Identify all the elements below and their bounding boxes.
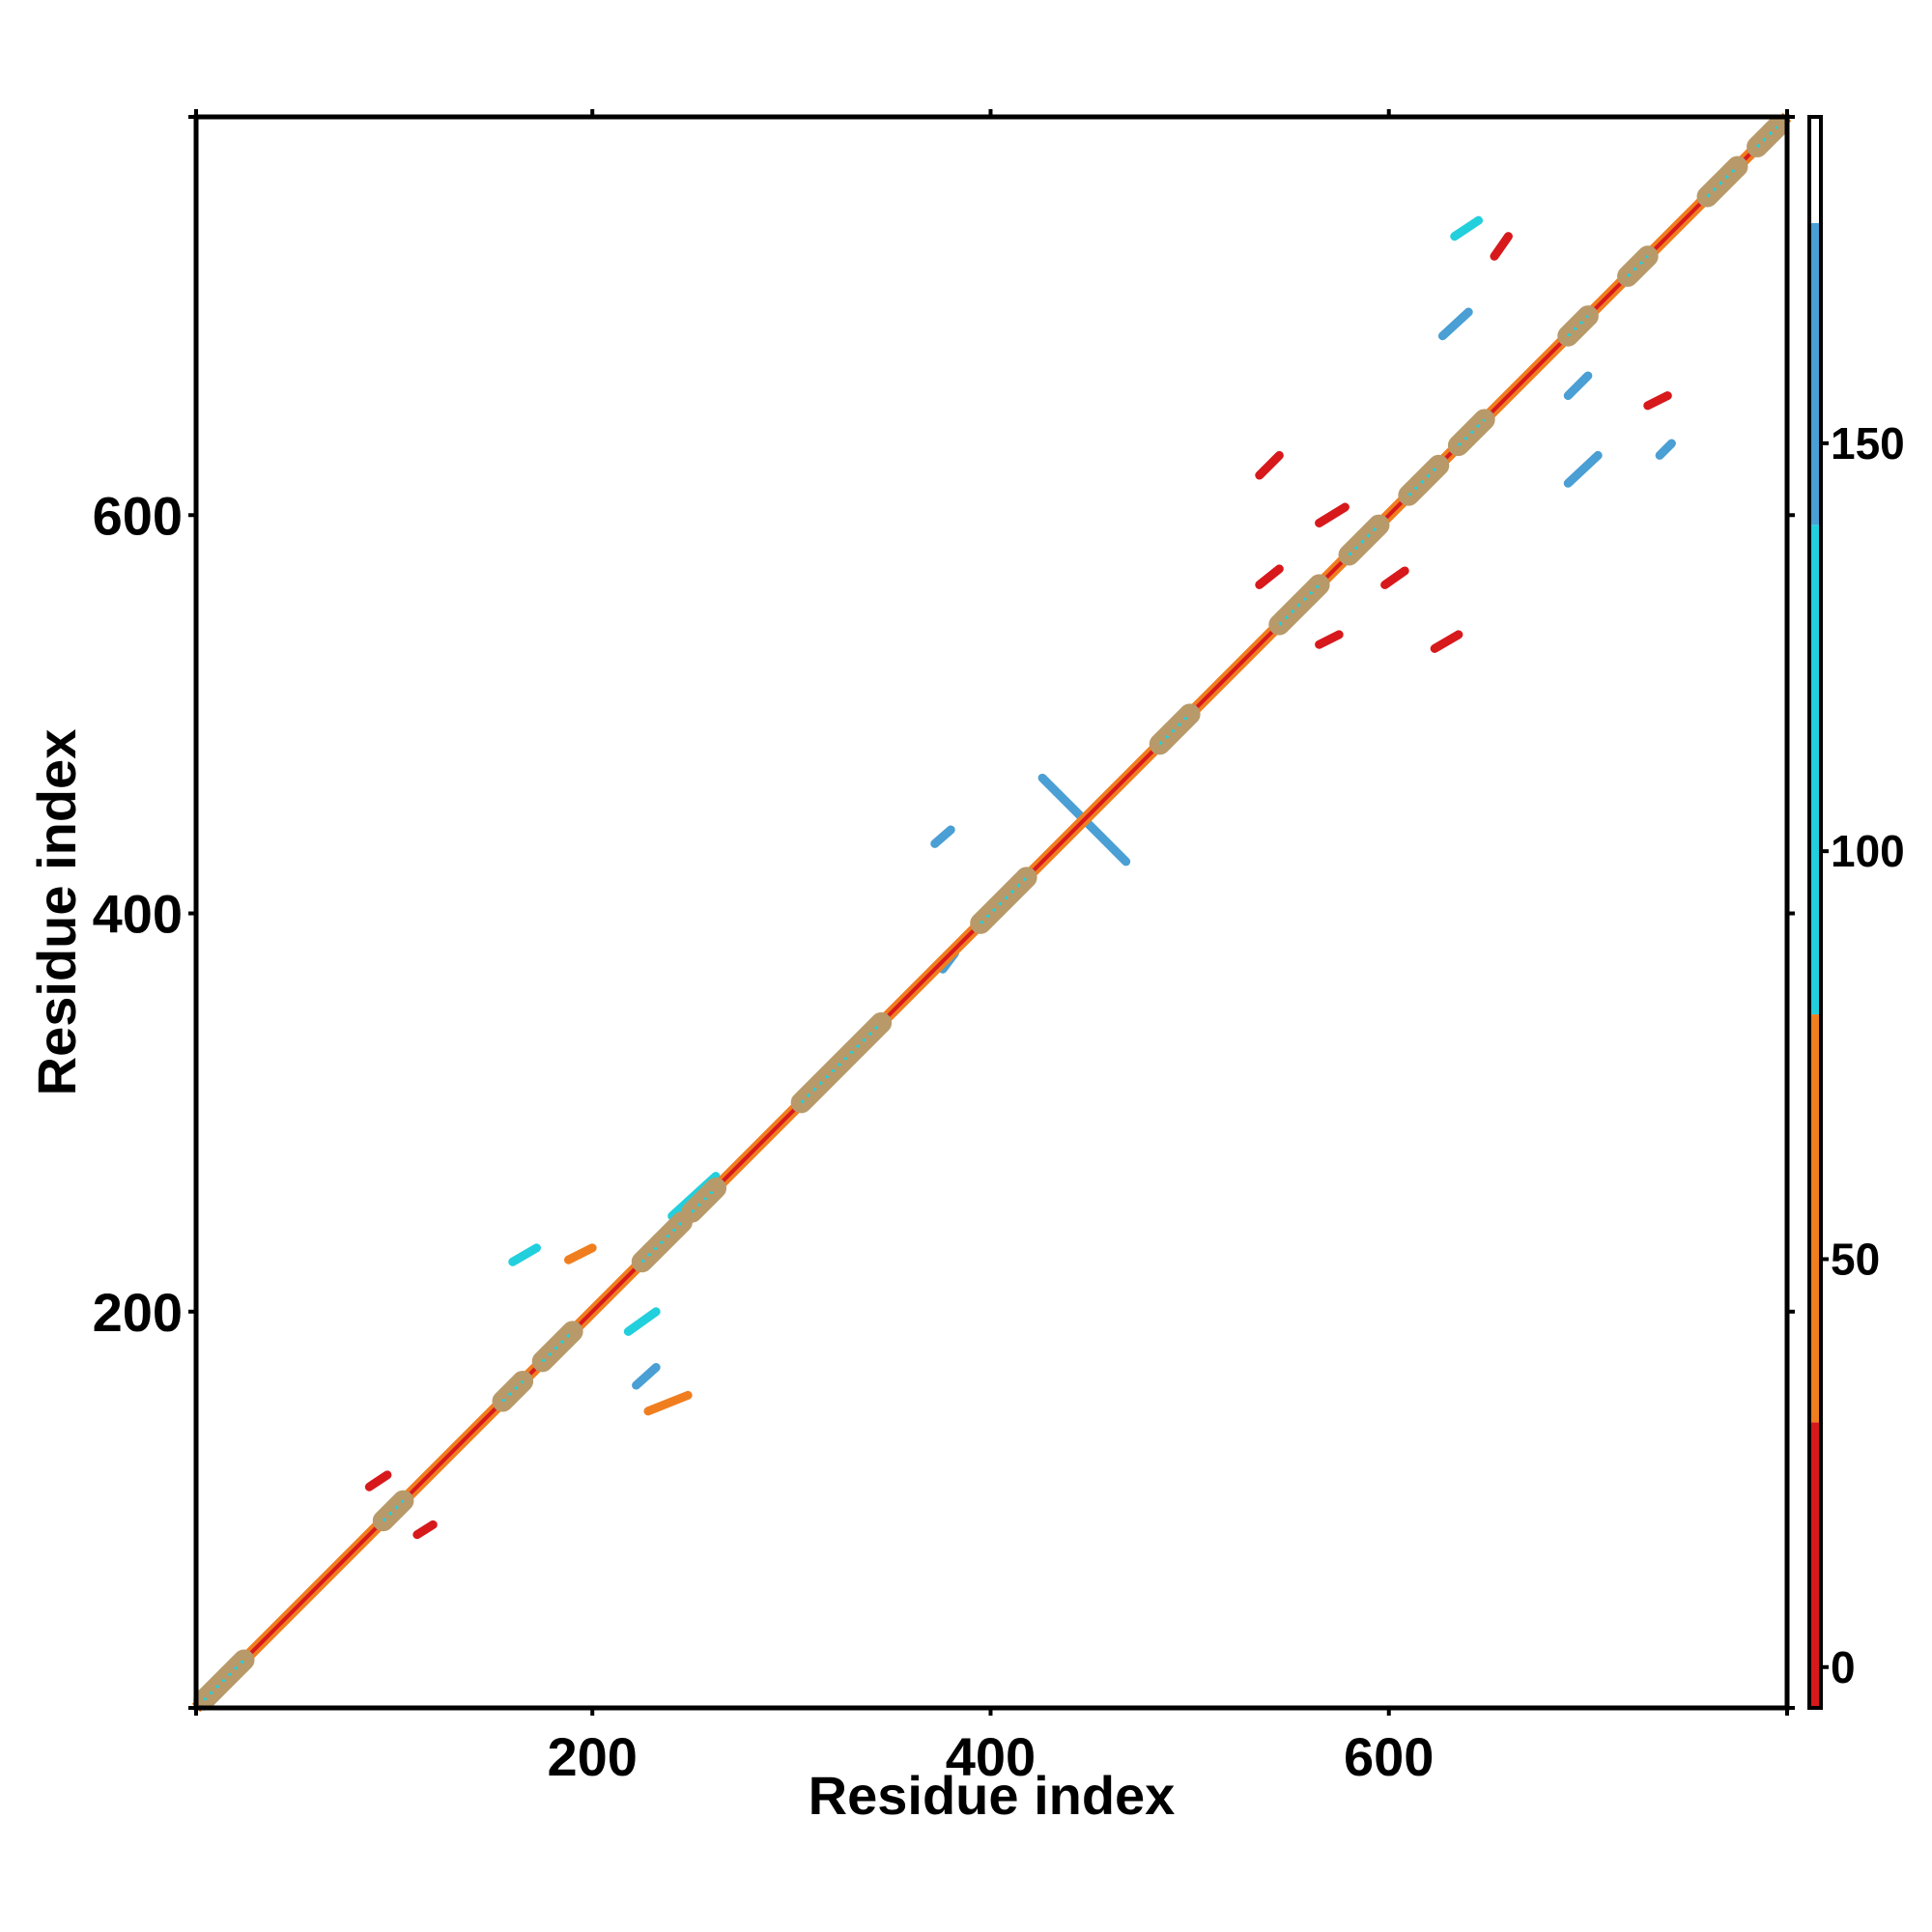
x-tick-label: 200 [547,1726,637,1787]
contact-patch [1255,450,1284,480]
contact-patch [1655,439,1676,460]
diagonal-band [191,112,1792,1713]
diagonal-helix-segment [372,1490,414,1532]
axes: 200 400 600 200 400 600 [93,109,1795,1787]
diagonal-helix-detail [800,1021,883,1104]
colorbar-frame [1807,115,1823,1710]
y-tick-label: 200 [93,1282,183,1343]
colorbar-band [1809,117,1821,223]
contact-patch [1490,232,1513,261]
x-axis-title: Residue index [809,1765,1176,1826]
diagonal-helix-detail [203,1659,245,1701]
x-tick-label: 400 [946,1726,1036,1787]
y-tick-label: 600 [93,485,183,546]
colorbar-band [1809,1422,1821,1708]
contact-patch [1255,564,1284,589]
contact-patch [364,1470,392,1492]
contact-patch [1315,630,1344,649]
x-tick-label: 600 [1344,1726,1434,1787]
contact-patch [930,825,955,848]
diagonal-helix-detail [1158,713,1191,746]
diagonal-helix-detail [691,1186,718,1213]
contact-patch [1450,215,1483,242]
contact-patch [1430,630,1463,653]
contact-patch [1643,391,1672,411]
contact-patch [1380,566,1409,589]
contact-patch [1437,307,1473,341]
contact-patch [623,1307,661,1336]
contact-patch [508,1243,541,1266]
colorbar-band [1809,1014,1821,1423]
diagonal-helix-detail [541,1330,574,1363]
contact-patch [1563,371,1593,401]
diagonal-helix-segment [1557,305,1599,347]
colorbar-tick-label: 50 [1831,1234,1880,1284]
y-tick-label: 400 [93,884,183,945]
colorbar-band [1809,222,1821,526]
contact-patch [1315,502,1350,528]
diagonal-helix-segment [492,1370,534,1412]
contact-patch [563,1243,597,1264]
contact-patch [412,1520,438,1540]
diagonal-helix-detail [1348,524,1380,556]
diagonal-helix-detail [1706,165,1739,198]
diagonal-helix-detail [1407,464,1440,497]
y-axis-title: Residue index [26,729,87,1096]
diagonal-helix-detail [1278,583,1321,626]
diagonal-helix-detail [640,1220,684,1264]
colorbar-tick-label: 150 [1831,418,1905,469]
diagonal-helix-detail [1457,418,1486,447]
colorbar-tick-label: 100 [1831,826,1905,876]
diagonal-helix-segment [1747,116,1788,157]
contact-patch [643,1390,693,1416]
contact-patch [632,1363,661,1390]
colorbar-tick-label: 0 [1831,1642,1856,1692]
diagonal-helix-segment [1617,245,1659,287]
colorbar-band [1809,525,1821,1015]
contact-patch [1563,450,1603,488]
diagonal-helix-detail [980,876,1028,924]
colorbar: 0 50 100 150 [1807,115,1905,1710]
